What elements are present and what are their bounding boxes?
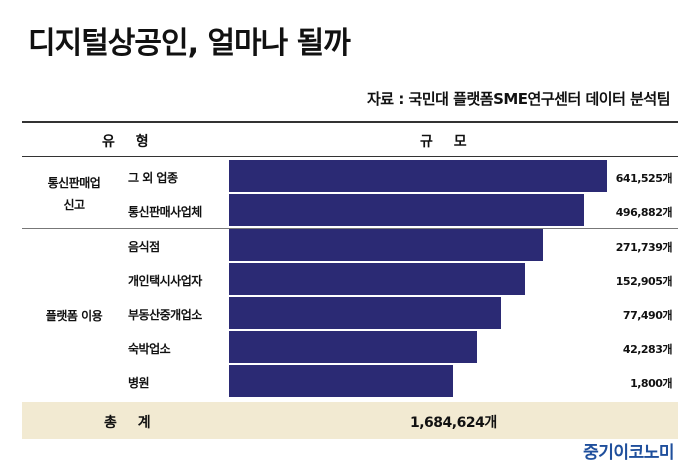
column-separator bbox=[226, 158, 227, 400]
page-title: 디지털상공인, 얼마나 될까 bbox=[28, 26, 351, 61]
group-label-platform: 플랫폼 이용 bbox=[45, 309, 103, 323]
category-label: 통신판매사업체 bbox=[128, 205, 202, 219]
category-label: 병원 bbox=[128, 376, 150, 390]
column-separator bbox=[124, 158, 125, 400]
category-label: 숙박업소 bbox=[128, 342, 171, 356]
header-type: 유 형 bbox=[102, 134, 157, 150]
top-rule bbox=[22, 121, 678, 123]
category-label: 개인택시사업자 bbox=[128, 274, 202, 288]
group-label-line2: 신고 bbox=[63, 198, 85, 212]
header-rule bbox=[22, 156, 678, 157]
bar bbox=[229, 229, 543, 261]
group-label-line1: 통신판매업 bbox=[47, 176, 101, 190]
bar bbox=[229, 160, 607, 192]
bar bbox=[229, 263, 525, 295]
category-label: 부동산중개업소 bbox=[128, 308, 202, 322]
total-label: 총 계 bbox=[104, 415, 159, 431]
total-band bbox=[22, 402, 678, 439]
bar bbox=[229, 194, 584, 226]
bar bbox=[229, 365, 453, 397]
total-value: 1,684,624개 bbox=[410, 415, 497, 431]
brand-logo: 중기이코노미 bbox=[583, 443, 674, 463]
bar bbox=[229, 331, 477, 363]
value-label: 1,800개 bbox=[630, 377, 672, 390]
group-divider bbox=[22, 228, 678, 229]
group-label-ecommerce: 통신판매업 신고 bbox=[28, 172, 120, 216]
category-label: 그 외 업종 bbox=[128, 171, 178, 185]
value-label: 496,882개 bbox=[615, 206, 673, 219]
value-label: 271,739개 bbox=[615, 241, 673, 254]
value-label: 77,490개 bbox=[622, 309, 673, 322]
value-label: 641,525개 bbox=[615, 172, 673, 185]
bar bbox=[229, 297, 501, 329]
value-label: 152,905개 bbox=[615, 275, 673, 288]
value-label: 42,283개 bbox=[622, 343, 673, 356]
source-note: 자료 : 국민대 플랫폼SME연구센터 데이터 분석팀 bbox=[367, 90, 671, 108]
header-scale: 규 모 bbox=[420, 134, 475, 150]
category-label: 음식점 bbox=[128, 240, 160, 254]
